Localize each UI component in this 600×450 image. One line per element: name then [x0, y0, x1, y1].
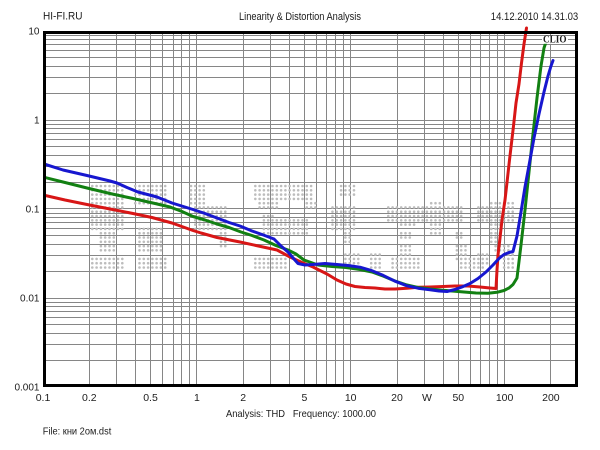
svg-text:CLIO: CLIO: [543, 35, 567, 46]
svg-text:0.5: 0.5: [143, 392, 158, 404]
svg-text:0.1: 0.1: [36, 392, 51, 404]
svg-text:0.001: 0.001: [14, 383, 39, 394]
svg-text:Linearity & Distortion Analysi: Linearity & Distortion Analysis: [239, 11, 361, 23]
svg-text:14.12.2010 14.31.03: 14.12.2010 14.31.03: [491, 11, 578, 23]
svg-text:10: 10: [345, 392, 357, 404]
svg-text:1: 1: [34, 116, 40, 127]
svg-text:Analysis: THD Frequency: 100: Analysis: THD Frequency: 1000.00: [226, 408, 376, 420]
svg-text:1: 1: [194, 392, 200, 404]
svg-text:File: кни 2ом.dst: File: кни 2ом.dst: [43, 426, 112, 438]
svg-text:100: 100: [496, 392, 514, 404]
svg-text:HI-FI.RU: HI-FI.RU: [43, 11, 83, 23]
svg-text:0.2: 0.2: [82, 392, 97, 404]
svg-text:20: 20: [391, 392, 403, 404]
svg-text:5: 5: [301, 392, 307, 404]
svg-text:0.01: 0.01: [20, 294, 40, 305]
svg-text:2: 2: [240, 392, 246, 404]
svg-text:0.1: 0.1: [26, 205, 40, 216]
svg-text:W: W: [422, 392, 432, 404]
svg-text:50: 50: [452, 392, 464, 404]
svg-text:200: 200: [542, 392, 560, 404]
svg-text:10: 10: [28, 27, 40, 38]
